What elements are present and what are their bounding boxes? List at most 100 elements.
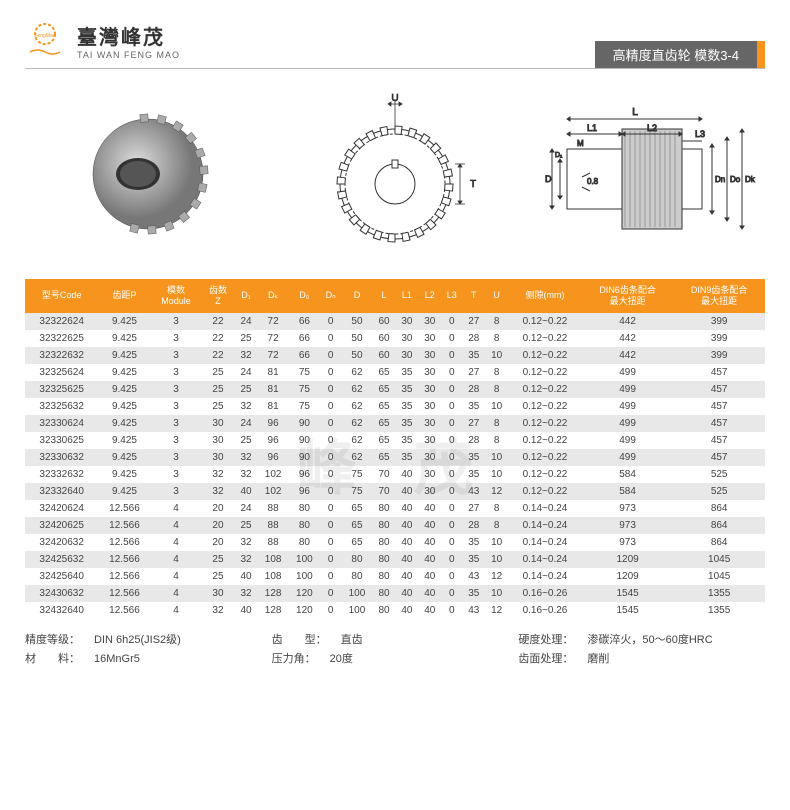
table-cell: 75: [289, 381, 320, 398]
table-cell: 22: [201, 330, 234, 347]
table-cell: 12.566: [98, 602, 150, 619]
table-cell: 9.425: [98, 432, 150, 449]
column-header: DIN6齿条配合最大扭距: [582, 279, 674, 313]
table-cell: 30: [418, 483, 441, 500]
svg-text:M: M: [577, 139, 584, 148]
column-header: T: [462, 279, 485, 313]
table-cell: 30: [418, 347, 441, 364]
table-cell: 43: [462, 483, 485, 500]
table-cell: 0.12~0.22: [508, 415, 582, 432]
spec-label: 齿 型：: [272, 634, 327, 646]
table-cell: 0: [441, 364, 462, 381]
table-cell: 30: [395, 347, 418, 364]
footer-specs: 精度等级：DIN 6h25(JIS2级) 材 料：16MnGr5 齿 型：直齿 …: [25, 631, 765, 671]
table-cell: 499: [582, 381, 674, 398]
table-cell: 0.12~0.22: [508, 313, 582, 330]
table-cell: 128: [257, 585, 288, 602]
table-cell: 35: [462, 466, 485, 483]
table-cell: 30: [418, 330, 441, 347]
table-cell: 32330625: [25, 432, 98, 449]
svg-text:Dn: Dn: [715, 175, 725, 184]
table-cell: 12.566: [98, 500, 150, 517]
table-cell: 66: [289, 313, 320, 330]
table-cell: 0: [320, 432, 341, 449]
table-cell: 60: [373, 313, 396, 330]
table-cell: 32: [235, 466, 258, 483]
table-cell: 457: [673, 449, 765, 466]
table-cell: 0.14~0.24: [508, 534, 582, 551]
table-cell: 399: [673, 313, 765, 330]
table-cell: 88: [257, 534, 288, 551]
table-cell: 8: [485, 381, 508, 398]
table-cell: 3: [151, 381, 202, 398]
spec-value: 渗碳淬火，50～60度HRC: [587, 634, 712, 646]
table-cell: 0: [320, 602, 341, 619]
table-cell: 100: [341, 602, 372, 619]
table-cell: 457: [673, 364, 765, 381]
table-cell: 0: [441, 330, 462, 347]
table-cell: 40: [235, 483, 258, 500]
table-cell: 25: [235, 381, 258, 398]
table-cell: 4: [151, 500, 202, 517]
table-cell: 65: [373, 381, 396, 398]
table-cell: 40: [235, 602, 258, 619]
table-cell: 32325632: [25, 398, 98, 415]
table-cell: 65: [341, 500, 372, 517]
table-cell: 62: [341, 398, 372, 415]
table-cell: 4: [151, 551, 202, 568]
table-cell: 0: [320, 347, 341, 364]
table-cell: 1355: [673, 602, 765, 619]
table-cell: 32330624: [25, 415, 98, 432]
table-cell: 525: [673, 466, 765, 483]
table-cell: 90: [289, 449, 320, 466]
table-cell: 120: [289, 585, 320, 602]
column-header: Dₖ: [257, 279, 288, 313]
table-cell: 96: [289, 483, 320, 500]
table-cell: 0.12~0.22: [508, 483, 582, 500]
table-cell: 20: [201, 517, 234, 534]
table-cell: 40: [418, 500, 441, 517]
column-header: 齿距P: [98, 279, 150, 313]
table-cell: 0: [320, 449, 341, 466]
table-cell: 864: [673, 517, 765, 534]
subtitle-bar: 高精度直齿轮 模数3-4: [595, 41, 765, 68]
table-cell: 80: [289, 517, 320, 534]
column-header: L: [373, 279, 396, 313]
table-cell: 0: [320, 415, 341, 432]
svg-text:L2: L2: [647, 123, 657, 133]
table-row: 323226329.425322327266050603030035100.12…: [25, 347, 765, 364]
table-cell: 525: [673, 483, 765, 500]
table-row: 323326409.4253324010296075704030043120.1…: [25, 483, 765, 500]
spec-label: 压力角：: [272, 653, 316, 665]
table-header: 型号Code齿距P模数Module齿数ZD₁DₖD₀DₙDLL1L2L3TU侧隙…: [25, 279, 765, 313]
table-cell: 80: [373, 568, 396, 585]
table-row: 323326329.4253323210296075704030035100.1…: [25, 466, 765, 483]
table-cell: 62: [341, 381, 372, 398]
table-cell: 0: [441, 398, 462, 415]
table-cell: 499: [582, 364, 674, 381]
table-cell: 65: [373, 415, 396, 432]
table-cell: 499: [582, 398, 674, 415]
table-cell: 80: [373, 602, 396, 619]
table-cell: 80: [341, 551, 372, 568]
table-cell: 65: [373, 432, 396, 449]
svg-text:L1: L1: [587, 123, 597, 133]
footer-col-3: 硬度处理：渗碳淬火，50～60度HRC 齿面处理：磨削: [518, 631, 765, 671]
table-row: 3242062512.56642025888006580404002880.14…: [25, 517, 765, 534]
table-cell: 30: [201, 585, 234, 602]
table-cell: 9.425: [98, 449, 150, 466]
table-cell: 35: [395, 449, 418, 466]
table-cell: 28: [462, 432, 485, 449]
table-cell: 32432640: [25, 602, 98, 619]
table-cell: 32: [235, 551, 258, 568]
table-cell: 20: [201, 500, 234, 517]
table-body: 323226249.42532224726605060303002780.12~…: [25, 313, 765, 619]
table-cell: 32: [235, 585, 258, 602]
table-cell: 20: [201, 534, 234, 551]
table-row: 323306329.425330329690062653530035100.12…: [25, 449, 765, 466]
table-cell: 65: [341, 517, 372, 534]
table-cell: 8: [485, 313, 508, 330]
brand-name-cn: 臺灣峰茂: [77, 21, 180, 50]
table-cell: 12.566: [98, 534, 150, 551]
table-cell: 1355: [673, 585, 765, 602]
